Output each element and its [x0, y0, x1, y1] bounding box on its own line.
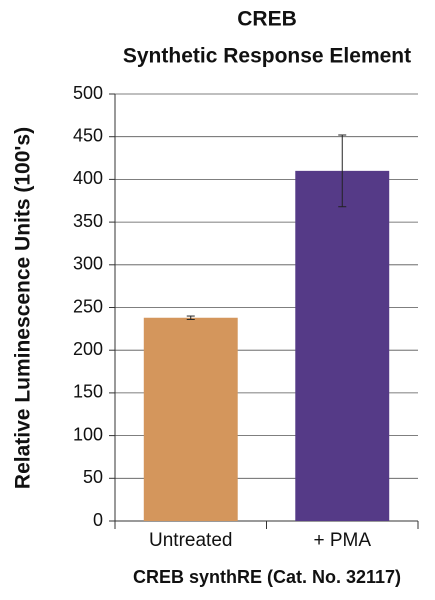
x-tick-label: Untreated	[149, 530, 232, 551]
y-tick-label: 500	[73, 83, 103, 103]
y-tick-label: 300	[73, 254, 103, 274]
chart-title: CREB	[237, 8, 297, 31]
y-tick-label: 400	[73, 168, 103, 188]
y-tick-label: 0	[93, 510, 103, 530]
y-tick-label: 350	[73, 211, 103, 231]
bar	[143, 317, 238, 521]
y-tick-label: 100	[73, 424, 103, 444]
bar	[295, 170, 390, 522]
y-tick-label: 450	[73, 125, 103, 145]
y-tick-label: 50	[83, 467, 103, 487]
y-tick-label: 200	[73, 339, 103, 359]
x-axis-label: CREB synthRE (Cat. No. 32117)	[133, 567, 401, 587]
chart-subtitle: Synthetic Response Element	[123, 45, 411, 68]
y-tick-label: 250	[73, 296, 103, 316]
y-tick-label: 150	[73, 382, 103, 402]
y-axis-label: Relative Luminescence Units (100's)	[12, 127, 35, 489]
error-bar	[186, 315, 195, 320]
x-tick-label: + PMA	[313, 530, 371, 551]
error-bar	[338, 134, 347, 208]
